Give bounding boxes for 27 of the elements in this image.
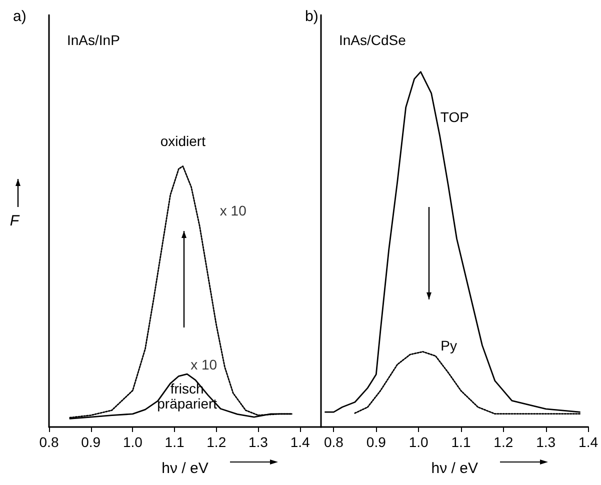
x-tick-label: 1.4	[290, 434, 310, 450]
chart-title: a)	[13, 8, 26, 25]
x-tick-label: 0.8	[324, 434, 344, 450]
x-tick-label: 1.1	[451, 434, 471, 450]
series-label: Py	[440, 338, 457, 354]
chart-title: b)	[305, 8, 318, 25]
series-label: oxidiert	[160, 133, 206, 150]
x-tick-label: 1.0	[122, 434, 143, 450]
x-tick-label: 1.2	[206, 434, 226, 450]
x-tick-label: 1.3	[536, 434, 556, 450]
x-axis-title: hν / eV	[431, 460, 478, 477]
x-tick-label: 1.4	[578, 434, 598, 450]
x-tick-label: 0.8	[39, 434, 59, 450]
series-label: TOP	[440, 108, 469, 125]
annotation: x 10	[190, 356, 218, 372]
x-tick-label: 1.2	[494, 434, 514, 450]
x-tick-label: 1.1	[164, 434, 184, 450]
x-tick-label: 0.9	[366, 434, 386, 450]
x-tick-label: 1.3	[248, 434, 268, 450]
y-axis-title: F	[10, 212, 20, 230]
x-tick-label: 0.9	[81, 434, 101, 450]
x-tick-label: 1.0	[408, 434, 429, 450]
series-label: frisch präpariert	[157, 380, 218, 412]
x-axis-title: hν / eV	[162, 460, 208, 477]
chart-subtitle: InAs/CdSe	[339, 32, 406, 48]
annotation: x 10	[220, 202, 247, 219]
chart-subtitle: InAs/InP	[67, 32, 120, 48]
